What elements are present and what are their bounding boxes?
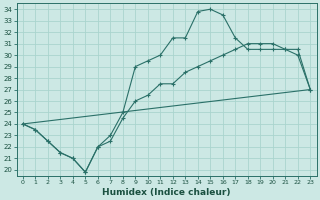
X-axis label: Humidex (Indice chaleur): Humidex (Indice chaleur): [102, 188, 231, 197]
